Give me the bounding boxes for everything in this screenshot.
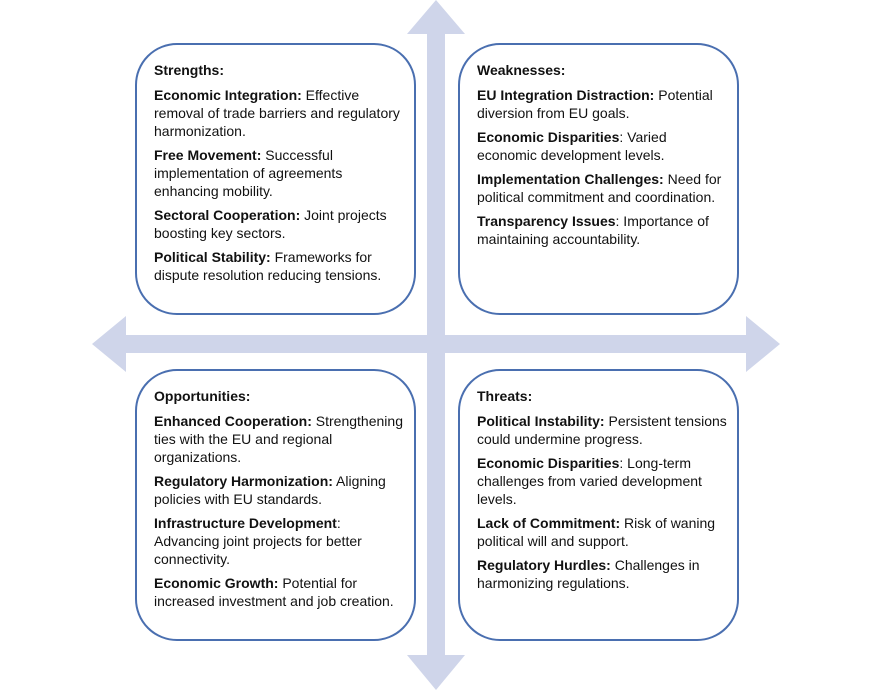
threats-item: Regulatory Hurdles: Challenges in harmon… — [477, 556, 727, 592]
weaknesses-item: Implementation Challenges: Need for poli… — [477, 170, 727, 206]
item-term: Free Movement: — [154, 147, 262, 163]
item-term: Infrastructure Development — [154, 515, 337, 531]
item-term: Economic Disparities — [477, 129, 620, 145]
item-term: Sectoral Cooperation: — [154, 207, 301, 223]
strengths-title: Strengths: — [154, 62, 224, 78]
item-term: Regulatory Harmonization: — [154, 473, 333, 489]
threats-item: Lack of Commitment: Risk of waning polit… — [477, 514, 727, 550]
strengths-item: Economic Integration: Effective removal … — [154, 86, 404, 140]
item-description: Potential diversion from EU goals. — [477, 87, 713, 121]
opportunities-item: Economic Growth: Potential for increased… — [154, 574, 404, 610]
threats-box: Threats: Political Instability: Persisten… — [458, 369, 739, 641]
weaknesses-box: Weaknesses: EU Integration Distraction: P… — [458, 43, 739, 315]
item-description: Potential for increased investment and j… — [154, 575, 394, 609]
item-term: Political Instability: — [477, 413, 605, 429]
item-description: Effective removal of trade barriers and … — [154, 87, 400, 139]
weaknesses-item: Transparency Issues: Importance of maint… — [477, 212, 727, 248]
item-term: Political Stability: — [154, 249, 271, 265]
item-description: Joint projects boosting key sectors. — [154, 207, 387, 241]
weaknesses-item: EU Integration Distraction: Potential di… — [477, 86, 727, 122]
item-description: Persistent tensions could undermine prog… — [477, 413, 727, 447]
strengths-box: Strengths: Economic Integration: Effectiv… — [135, 43, 416, 315]
threats-item: Economic Disparities: Long-term challeng… — [477, 454, 727, 508]
item-description: Need for political commitment and coordi… — [477, 171, 722, 205]
opportunities-box: Opportunities: Enhanced Cooperation: Stre… — [135, 369, 416, 641]
item-description: Challenges in harmonizing regulations. — [477, 557, 700, 591]
opportunities-item: Regulatory Harmonization: Aligning polic… — [154, 472, 404, 508]
strengths-item: Political Stability: Frameworks for disp… — [154, 248, 404, 284]
item-description: : Importance of maintaining accountabili… — [477, 213, 709, 247]
item-term: Regulatory Hurdles: — [477, 557, 611, 573]
item-term: Economic Integration: — [154, 87, 302, 103]
item-description: : Varied economic development levels. — [477, 129, 667, 163]
item-description: Frameworks for dispute resolution reduci… — [154, 249, 382, 283]
item-term: Implementation Challenges: — [477, 171, 664, 187]
item-term: Enhanced Cooperation: — [154, 413, 312, 429]
threats-item: Political Instability: Persistent tensio… — [477, 412, 727, 448]
item-description: : Advancing joint projects for better co… — [154, 515, 362, 567]
horizontal-double-arrow — [92, 316, 780, 372]
item-description: Aligning policies with EU standards. — [154, 473, 386, 507]
weaknesses-item: Economic Disparities: Varied economic de… — [477, 128, 727, 164]
item-term: Lack of Commitment: — [477, 515, 621, 531]
item-description: Strengthening ties with the EU and regio… — [154, 413, 403, 465]
strengths-item: Sectoral Cooperation: Joint projects boo… — [154, 206, 404, 242]
item-term: Economic Growth: — [154, 575, 279, 591]
item-term: Transparency Issues — [477, 213, 616, 229]
strengths-item: Free Movement: Successful implementation… — [154, 146, 404, 200]
item-term: EU Integration Distraction: — [477, 87, 655, 103]
item-description: Successful implementation of agreements … — [154, 147, 343, 199]
item-description: Risk of waning political will and suppor… — [477, 515, 716, 549]
threats-title: Threats: — [477, 388, 533, 404]
opportunities-title: Opportunities: — [154, 388, 251, 404]
opportunities-item: Enhanced Cooperation: Strengthening ties… — [154, 412, 404, 466]
item-description: : Long-term challenges from varied devel… — [477, 455, 702, 507]
opportunities-item: Infrastructure Development: Advancing jo… — [154, 514, 404, 568]
weaknesses-title: Weaknesses: — [477, 62, 566, 78]
item-term: Economic Disparities — [477, 455, 620, 471]
